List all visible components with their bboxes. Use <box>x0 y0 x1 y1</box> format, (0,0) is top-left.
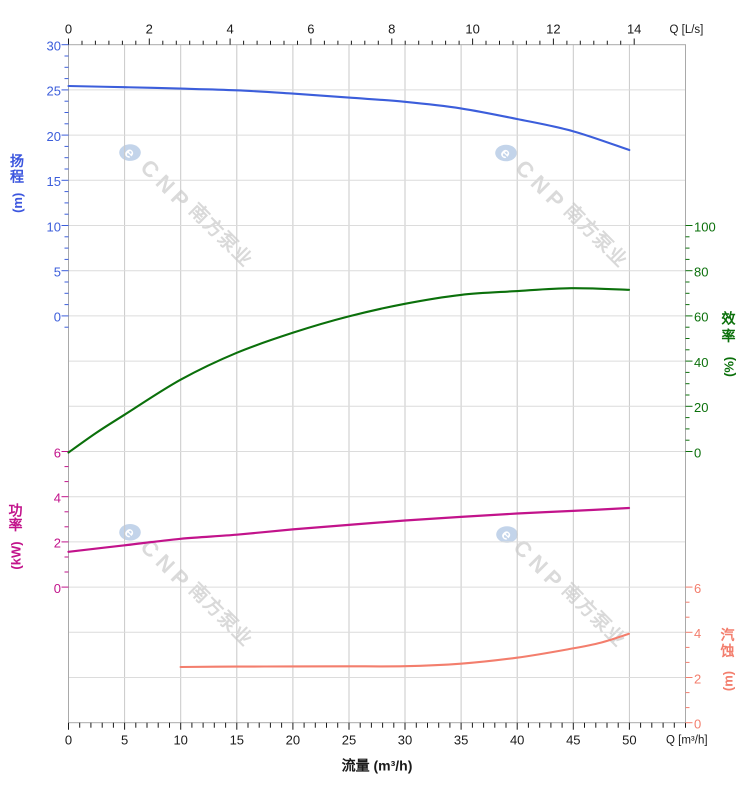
svg-text:20: 20 <box>47 129 61 144</box>
svg-text:50: 50 <box>622 733 636 748</box>
svg-text:2: 2 <box>146 22 153 37</box>
svg-text:2: 2 <box>54 536 61 551</box>
svg-text:6: 6 <box>54 445 61 460</box>
svg-text:8: 8 <box>388 22 395 37</box>
svg-text:(m): (m) <box>721 671 736 691</box>
svg-text:流量 (m³/h): 流量 (m³/h) <box>342 758 413 774</box>
svg-text:(m): (m) <box>10 193 25 213</box>
svg-text:2: 2 <box>694 671 701 686</box>
svg-text:60: 60 <box>694 310 708 325</box>
svg-text:20: 20 <box>694 400 708 415</box>
svg-text:0: 0 <box>694 445 701 460</box>
svg-text:40: 40 <box>694 355 708 370</box>
svg-text:80: 80 <box>694 265 708 280</box>
svg-text:45: 45 <box>566 733 580 748</box>
svg-text:功: 功 <box>9 502 23 518</box>
svg-text:15: 15 <box>230 733 244 748</box>
svg-text:0: 0 <box>694 717 701 732</box>
svg-text:0: 0 <box>54 310 61 325</box>
svg-text:30: 30 <box>398 733 412 748</box>
svg-text:(%): (%) <box>722 357 737 377</box>
svg-text:10: 10 <box>47 219 61 234</box>
svg-text:12: 12 <box>546 22 560 37</box>
svg-text:0: 0 <box>54 581 61 596</box>
svg-text:蚀: 蚀 <box>720 643 735 659</box>
svg-text:40: 40 <box>510 733 524 748</box>
svg-text:35: 35 <box>454 733 468 748</box>
svg-text:14: 14 <box>627 22 641 37</box>
svg-text:4: 4 <box>54 491 61 506</box>
svg-text:4: 4 <box>226 22 233 37</box>
svg-text:Q [m³/h]: Q [m³/h] <box>666 735 708 747</box>
svg-text:30: 30 <box>47 39 61 54</box>
svg-text:0: 0 <box>65 733 72 748</box>
svg-text:5: 5 <box>121 733 128 748</box>
svg-text:程: 程 <box>10 169 24 185</box>
svg-text:汽: 汽 <box>721 627 735 643</box>
svg-text:15: 15 <box>47 174 61 189</box>
svg-text:6: 6 <box>694 581 701 596</box>
svg-text:Q [L/s]: Q [L/s] <box>670 24 704 36</box>
svg-text:10: 10 <box>173 733 187 748</box>
svg-text:扬: 扬 <box>10 153 24 169</box>
svg-text:(kW): (kW) <box>9 541 24 569</box>
svg-text:20: 20 <box>286 733 300 748</box>
svg-text:25: 25 <box>47 84 61 99</box>
svg-text:100: 100 <box>694 219 716 234</box>
svg-text:效: 效 <box>722 311 737 327</box>
svg-text:0: 0 <box>65 22 72 37</box>
svg-text:率: 率 <box>9 517 23 533</box>
svg-text:25: 25 <box>342 733 356 748</box>
svg-text:5: 5 <box>54 265 61 280</box>
svg-text:10: 10 <box>465 22 479 37</box>
svg-text:6: 6 <box>307 22 314 37</box>
svg-text:4: 4 <box>694 626 701 641</box>
svg-text:率: 率 <box>722 328 736 344</box>
